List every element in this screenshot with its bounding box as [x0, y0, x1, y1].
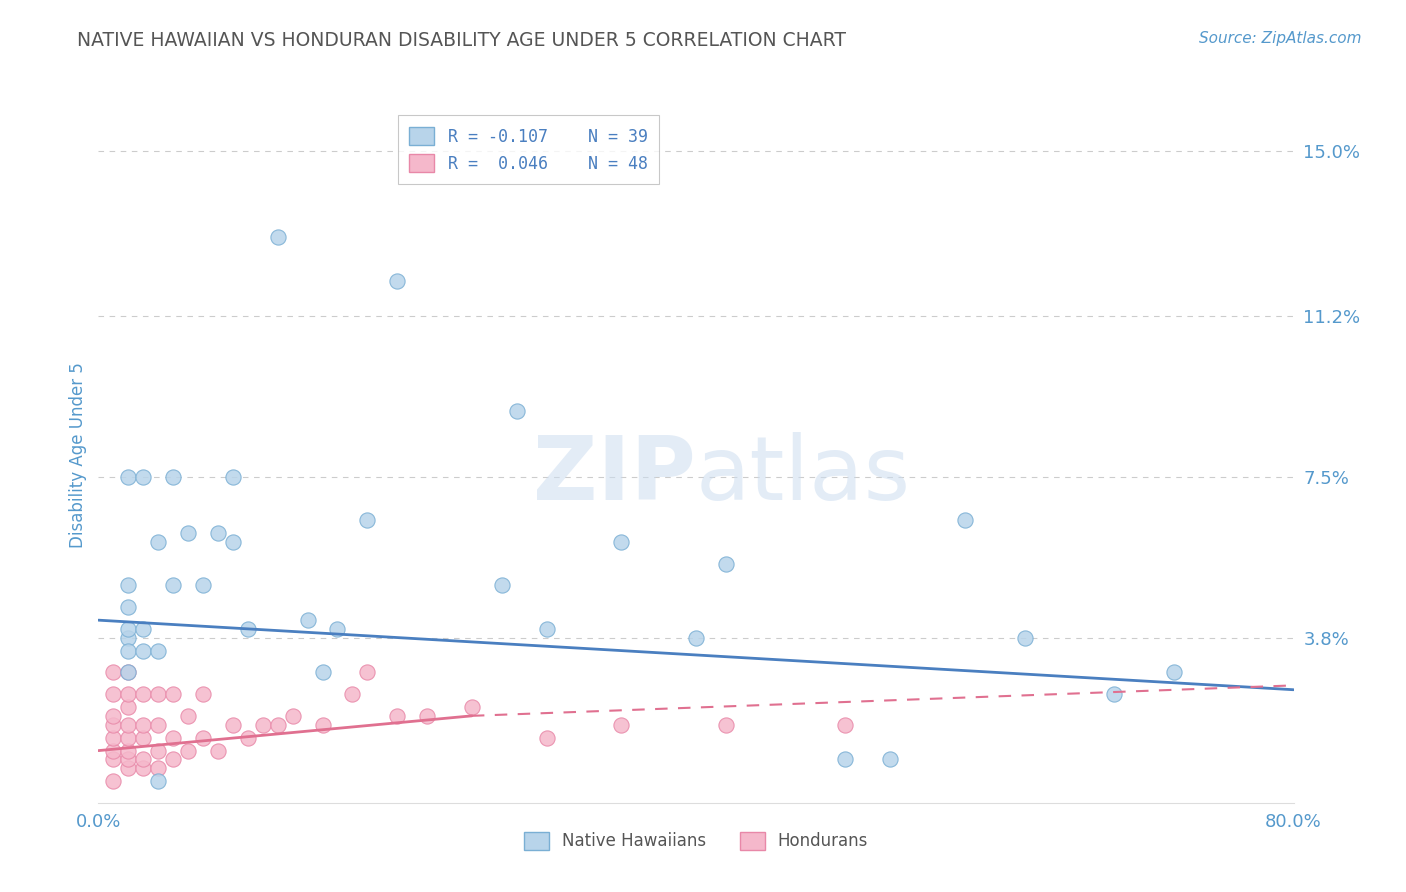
- Point: [356, 513, 378, 527]
- Point: [222, 717, 245, 731]
- Point: [191, 687, 214, 701]
- Point: [117, 761, 139, 775]
- Point: [834, 717, 856, 731]
- Point: [207, 526, 229, 541]
- Point: [117, 665, 139, 680]
- Point: [117, 643, 139, 657]
- Point: [953, 513, 976, 527]
- Point: [103, 708, 125, 723]
- Point: [222, 469, 245, 483]
- Point: [103, 774, 125, 789]
- Point: [461, 700, 484, 714]
- Point: [491, 578, 513, 592]
- Point: [610, 534, 633, 549]
- Point: [177, 744, 200, 758]
- Point: [536, 731, 558, 745]
- Point: [117, 717, 139, 731]
- Point: [117, 469, 139, 483]
- Point: [342, 687, 364, 701]
- Point: [148, 687, 170, 701]
- Point: [162, 469, 184, 483]
- Point: [132, 643, 155, 657]
- Point: [177, 526, 200, 541]
- Point: [506, 404, 529, 418]
- Point: [1163, 665, 1185, 680]
- Point: [311, 665, 333, 680]
- Point: [148, 717, 170, 731]
- Point: [416, 708, 439, 723]
- Point: [103, 687, 125, 701]
- Point: [132, 687, 155, 701]
- Point: [281, 708, 304, 723]
- Point: [103, 717, 125, 731]
- Text: NATIVE HAWAIIAN VS HONDURAN DISABILITY AGE UNDER 5 CORRELATION CHART: NATIVE HAWAIIAN VS HONDURAN DISABILITY A…: [77, 31, 846, 50]
- Point: [148, 534, 170, 549]
- Point: [191, 578, 214, 592]
- Point: [132, 622, 155, 636]
- Point: [177, 708, 200, 723]
- Point: [714, 717, 737, 731]
- Point: [536, 622, 558, 636]
- Point: [385, 274, 409, 288]
- Text: ZIP: ZIP: [533, 433, 696, 519]
- Point: [117, 622, 139, 636]
- Point: [222, 534, 245, 549]
- Point: [117, 665, 139, 680]
- Point: [132, 469, 155, 483]
- Point: [207, 744, 229, 758]
- Point: [252, 717, 274, 731]
- Point: [117, 700, 139, 714]
- Point: [132, 752, 155, 766]
- Point: [117, 752, 139, 766]
- Point: [834, 752, 856, 766]
- Point: [117, 578, 139, 592]
- Point: [148, 643, 170, 657]
- Point: [132, 717, 155, 731]
- Point: [236, 622, 259, 636]
- Point: [326, 622, 349, 636]
- Point: [117, 731, 139, 745]
- Text: atlas: atlas: [696, 433, 911, 519]
- Point: [610, 717, 633, 731]
- Point: [267, 717, 290, 731]
- Point: [1104, 687, 1126, 701]
- Point: [148, 774, 170, 789]
- Legend: Native Hawaiians, Hondurans: Native Hawaiians, Hondurans: [517, 825, 875, 857]
- Point: [297, 613, 319, 627]
- Point: [714, 557, 737, 571]
- Point: [117, 744, 139, 758]
- Point: [103, 665, 125, 680]
- Point: [356, 665, 378, 680]
- Point: [162, 752, 184, 766]
- Point: [191, 731, 214, 745]
- Point: [685, 631, 707, 645]
- Point: [311, 717, 333, 731]
- Point: [103, 752, 125, 766]
- Point: [117, 631, 139, 645]
- Point: [103, 731, 125, 745]
- Point: [103, 744, 125, 758]
- Point: [132, 731, 155, 745]
- Point: [879, 752, 901, 766]
- Point: [148, 761, 170, 775]
- Point: [162, 687, 184, 701]
- Point: [132, 761, 155, 775]
- Point: [385, 708, 409, 723]
- Point: [236, 731, 259, 745]
- Point: [1014, 631, 1036, 645]
- Point: [162, 731, 184, 745]
- Point: [267, 230, 290, 244]
- Point: [162, 578, 184, 592]
- Point: [117, 600, 139, 615]
- Y-axis label: Disability Age Under 5: Disability Age Under 5: [69, 362, 87, 548]
- Point: [117, 687, 139, 701]
- Point: [148, 744, 170, 758]
- Text: Source: ZipAtlas.com: Source: ZipAtlas.com: [1198, 31, 1361, 46]
